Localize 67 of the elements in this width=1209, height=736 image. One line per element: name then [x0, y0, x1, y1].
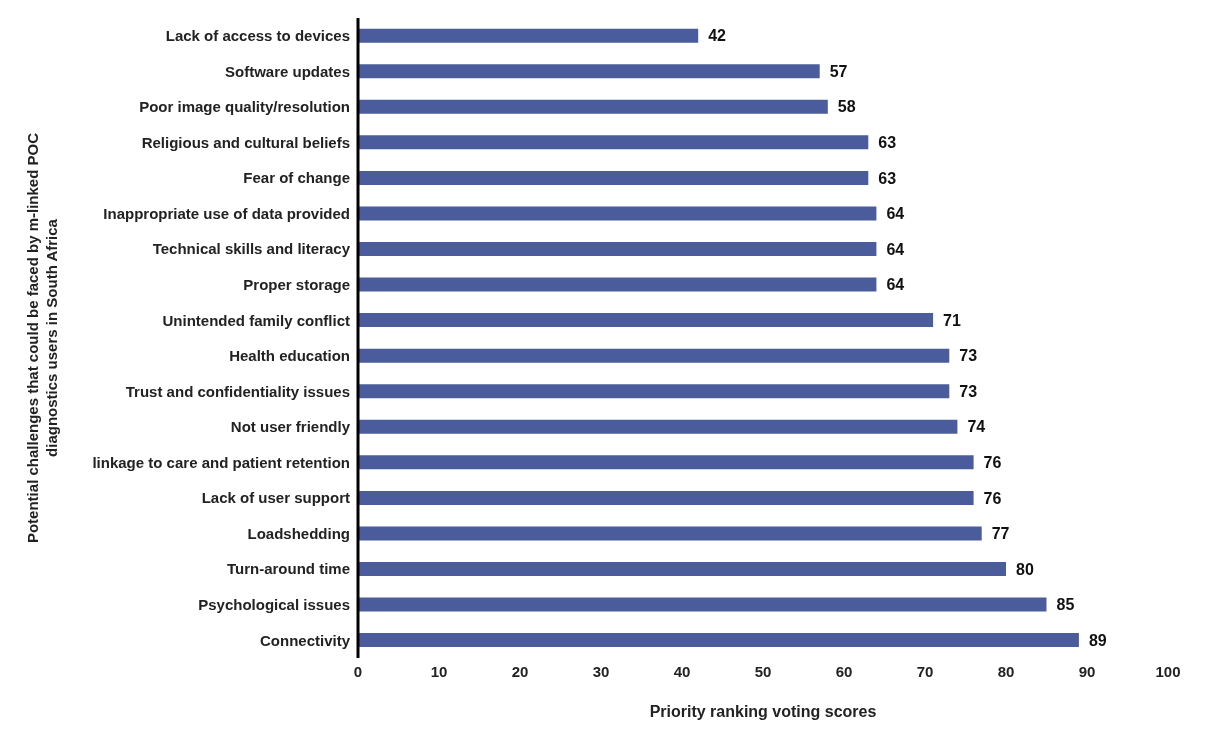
x-tick-label: 90: [1078, 662, 1096, 680]
data-label: 73: [959, 347, 978, 365]
bar: [358, 597, 1047, 612]
data-label: 71: [943, 311, 961, 329]
y-tick-label: Poor image quality/resolution: [139, 98, 350, 116]
data-label: 58: [837, 98, 856, 116]
y-tick-label: Inappropriate use of data provided: [103, 204, 350, 222]
x-tick-label: 20: [511, 662, 529, 680]
x-tick-label: 30: [592, 662, 610, 680]
y-tick-label: Not user friendly: [230, 418, 351, 436]
bar: [358, 99, 828, 114]
bar: [358, 490, 974, 505]
data-label: 64: [886, 240, 905, 258]
y-tick-label: Loadshedding: [247, 524, 350, 542]
data-label: 77: [991, 525, 1010, 543]
bar: [358, 277, 877, 292]
y-tick-label: Psychological issues: [198, 595, 350, 613]
data-label: 64: [886, 276, 905, 294]
y-tick-label: Proper storage: [243, 275, 350, 293]
data-label: 63: [878, 134, 897, 152]
x-axis-title: Priority ranking voting scores: [649, 703, 877, 721]
data-label: 74: [967, 418, 986, 436]
bar: [358, 419, 958, 434]
y-tick-label: Religious and cultural beliefs: [141, 133, 350, 151]
x-tick-label: 0: [353, 662, 363, 680]
y-tick-label: Health education: [229, 347, 350, 365]
bar: [358, 28, 699, 43]
x-tick-label: 70: [916, 662, 934, 680]
data-label: 89: [1088, 631, 1107, 649]
bar: [358, 64, 820, 79]
bar: [358, 313, 934, 328]
data-label: 64: [886, 205, 905, 223]
x-tick-label: 40: [673, 662, 691, 680]
y-tick-label: linkage to care and patient retention: [92, 453, 350, 471]
y-tick-label: Technical skills and literacy: [152, 240, 351, 258]
data-label: 85: [1056, 596, 1075, 614]
data-label: 76: [983, 489, 1002, 507]
y-tick-label: Fear of change: [243, 169, 350, 187]
data-label: 63: [878, 169, 897, 187]
y-tick-label: Trust and confidentiality issues: [125, 382, 350, 400]
x-tick-label: 100: [1155, 662, 1181, 680]
bar: [358, 562, 1006, 576]
bar: [358, 633, 1079, 648]
data-label: 57: [829, 62, 848, 80]
data-label: 80: [1016, 560, 1034, 578]
x-tick-label: 80: [997, 662, 1015, 680]
y-tick-label: Turn-around time: [226, 560, 350, 578]
y-tick-label: Connectivity: [259, 631, 351, 649]
data-label: 73: [959, 382, 978, 400]
bar: [358, 526, 982, 541]
y-tick-label: Unintended family conflict: [162, 311, 350, 329]
bar: [358, 135, 869, 150]
y-tick-label: Lack of user support: [201, 489, 350, 507]
data-label: 42: [708, 27, 727, 45]
y-tick-label: Lack of access to devices: [165, 27, 350, 45]
bar: [358, 455, 974, 470]
bar: [358, 170, 869, 185]
x-tick-label: 10: [430, 662, 448, 680]
x-tick-label: 50: [754, 662, 772, 680]
x-tick-label: 60: [835, 662, 853, 680]
bar: [358, 206, 877, 221]
data-label: 76: [983, 454, 1002, 472]
bar: [358, 242, 877, 256]
y-tick-label: Software updates: [224, 62, 350, 80]
bar: [358, 384, 950, 399]
y-axis-title: Potential challenges that could be faced by m-linked POC diagnostics users in South Africa: [24, 132, 60, 544]
bar: [358, 348, 950, 363]
